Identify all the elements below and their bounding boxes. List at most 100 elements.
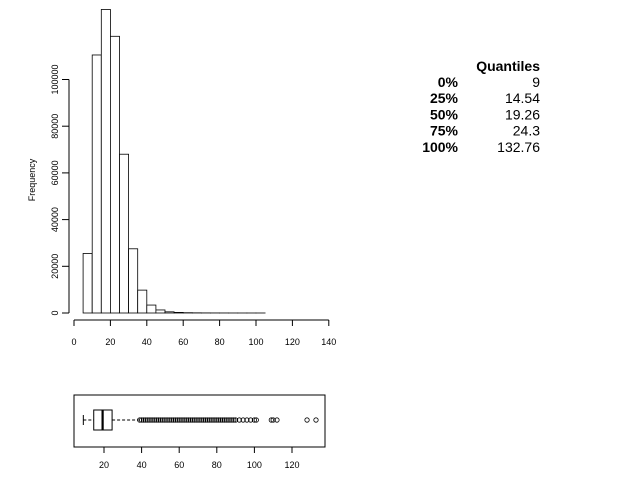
boxplot-outlier-point <box>150 417 156 423</box>
boxplot-outlier-point <box>142 417 148 423</box>
boxplot-outlier-point <box>221 417 227 423</box>
histogram-bar <box>164 311 175 314</box>
quantile-label: 75% <box>430 123 459 139</box>
boxplot-outlier-point <box>186 417 192 423</box>
histogram-y-tick-label: 20000 <box>50 254 60 279</box>
histogram-x-axis: 0 20 40 60 80 100 120 140 <box>71 319 336 347</box>
boxplot-outlier-point <box>170 417 177 423</box>
boxplot-outlier-point <box>176 417 182 423</box>
histogram-x-tick-label: 0 <box>71 337 76 347</box>
histogram-y-tick-label: 0 <box>50 310 60 315</box>
boxplot-outlier-point <box>313 417 319 423</box>
quantile-value: 19.26 <box>505 106 540 122</box>
boxplot-outlier-point <box>233 417 239 423</box>
boxplot-outlier-point <box>154 417 160 423</box>
boxplot-outlier-point <box>227 417 233 423</box>
quantiles-table-rows: 0% 9 25% 14.54 50% 19.26 75% 24.3 100% 132.76 <box>422 74 540 155</box>
boxplot-outliers <box>137 417 319 423</box>
boxplot-outlier-point <box>155 417 162 423</box>
boxplot-x-tick-label: 60 <box>174 460 184 470</box>
boxplot-outlier-point <box>206 417 212 423</box>
boxplot-outlier-point <box>231 417 237 423</box>
boxplot: 20 40 60 80 100 120 <box>73 394 326 470</box>
histogram-x-tick-label: 100 <box>248 337 263 347</box>
boxplot-outlier-point <box>159 417 165 423</box>
histogram-y-tick-label: 100000 <box>50 64 60 94</box>
boxplot-outlier-point <box>178 417 184 423</box>
histogram-bar <box>146 304 157 314</box>
boxplot-outlier-point <box>208 417 214 423</box>
quantiles-table-row: 0% 9 <box>438 74 540 90</box>
boxplot-outlier-point <box>174 417 180 423</box>
histogram-y-axis: 0 20000 40000 60000 80000 100000 <box>50 64 70 316</box>
boxplot-outlier-point <box>184 417 190 423</box>
boxplot-outlier-point <box>219 417 226 423</box>
histogram-bars <box>82 9 266 314</box>
histogram-bar <box>155 309 166 314</box>
boxplot-outlier-point <box>146 417 152 423</box>
boxplot-outlier-point <box>251 417 257 423</box>
histogram-bar <box>128 248 139 314</box>
boxplot-outlier-point <box>148 417 154 423</box>
boxplot-outlier-point <box>229 417 235 423</box>
boxplot-x-axis: 20 40 60 80 100 120 <box>99 446 300 470</box>
histogram-x-tick-label: 20 <box>105 337 115 347</box>
boxplot-outlier-point <box>163 417 169 423</box>
quantile-value: 9 <box>532 74 540 90</box>
boxplot-outlier-point <box>268 417 274 423</box>
boxplot-outlier-point <box>240 417 246 423</box>
histogram-bar <box>137 289 148 314</box>
boxplot-outlier-point <box>202 417 209 423</box>
boxplot-outlier-point <box>210 417 216 423</box>
boxplot-outlier-point <box>137 417 143 423</box>
histogram-bar <box>82 253 93 314</box>
boxplot-outlier-point <box>244 417 250 423</box>
boxplot-outlier-point <box>214 417 220 423</box>
histogram: 0 20000 40000 60000 80000 100000 0 20 40 60 80 100… <box>27 9 336 347</box>
boxplot-outlier-point <box>140 417 147 423</box>
boxplot-outlier-point <box>157 417 163 423</box>
boxplot-outlier-point <box>169 417 175 423</box>
boxplot-body <box>82 409 140 431</box>
boxplot-outlier-point <box>161 417 167 423</box>
boxplot-outlier-point <box>187 417 194 423</box>
quantile-label: 100% <box>422 139 458 155</box>
boxplot-outlier-point <box>217 417 224 423</box>
histogram-y-axis-label: Frequency <box>27 158 37 201</box>
histogram-bar <box>173 312 184 314</box>
boxplot-outlier-point <box>204 417 210 423</box>
boxplot-x-tick-label: 20 <box>99 460 109 470</box>
boxplot-outlier-point <box>191 417 197 423</box>
boxplot-outlier-point <box>180 417 186 423</box>
histogram-bar <box>110 35 120 314</box>
histogram-bar <box>91 54 102 314</box>
boxplot-x-tick-label: 120 <box>284 460 299 470</box>
boxplot-outlier-point <box>167 417 173 423</box>
boxplot-outlier-point <box>152 417 158 423</box>
histogram-bar <box>100 9 111 314</box>
quantiles-table-row: 50% 19.26 <box>430 106 540 122</box>
boxplot-outlier-point <box>165 417 171 423</box>
boxplot-outlier-point <box>139 417 145 423</box>
boxplot-outlier-point <box>304 417 310 423</box>
boxplot-outlier-point <box>201 417 207 423</box>
boxplot-outlier-point <box>189 417 195 423</box>
boxplot-outlier-point <box>223 417 229 423</box>
quantiles-table-row: 25% 14.54 <box>430 90 540 106</box>
histogram-y-tick-label: 40000 <box>50 207 60 232</box>
histogram-y-tick-label: 80000 <box>50 114 60 139</box>
histogram-x-tick-label: 120 <box>285 337 300 347</box>
quantile-label: 50% <box>430 106 459 122</box>
boxplot-outlier-point <box>172 417 179 423</box>
boxplot-x-tick-label: 100 <box>247 460 262 470</box>
histogram-x-tick-label: 80 <box>215 337 225 347</box>
boxplot-outlier-point <box>274 417 280 423</box>
quantiles-table-row: 75% 24.3 <box>430 123 540 139</box>
quantile-value: 14.54 <box>505 90 540 106</box>
boxplot-outlier-point <box>216 417 222 423</box>
boxplot-outlier-point <box>253 417 259 423</box>
boxplot-outlier-point <box>225 417 231 423</box>
boxplot-outlier-point <box>197 417 203 423</box>
